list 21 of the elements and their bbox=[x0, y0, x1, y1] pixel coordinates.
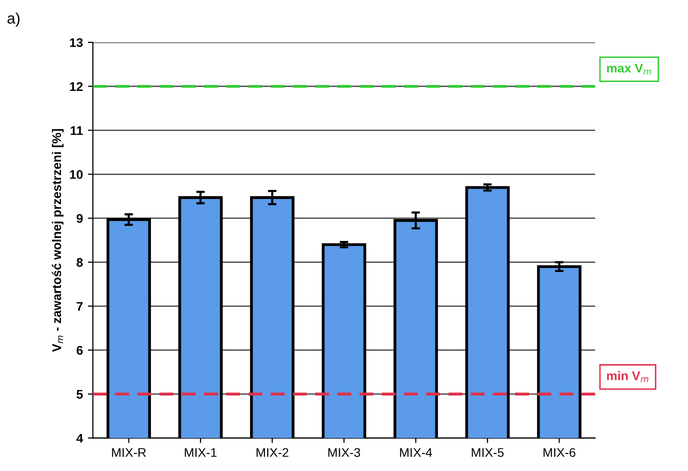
y-tick-label: 8 bbox=[76, 258, 83, 267]
y-axis-title: V$_{m}$ - zawartość wolnej przestrzeni [%] bbox=[52, 129, 64, 352]
x-tick-label: MIX-2 bbox=[256, 448, 288, 457]
x-tick-label: MIX-6 bbox=[544, 448, 576, 457]
y-tick-label: 10 bbox=[70, 170, 83, 179]
ref-line-label: min V$_{m}$ bbox=[607, 371, 648, 382]
x-tick-label: MIX-3 bbox=[328, 448, 360, 457]
y-tick-label: 6 bbox=[76, 346, 83, 355]
x-tick-label: MIX-4 bbox=[400, 448, 432, 457]
y-tick-label: 13 bbox=[70, 38, 83, 48]
y-tick-label: 12 bbox=[70, 82, 83, 91]
x-tick-label: MIX-R bbox=[112, 448, 146, 457]
y-tick-label: 5 bbox=[76, 390, 83, 399]
x-tick-label: MIX-1 bbox=[184, 448, 217, 457]
x-tick-label: MIX-5 bbox=[472, 448, 504, 457]
y-tick-label: 7 bbox=[76, 302, 83, 311]
ref-line-label: max V$_{m}$ bbox=[607, 64, 652, 74]
y-tick-label: 9 bbox=[76, 214, 83, 223]
y-tick-label: 4 bbox=[76, 434, 84, 443]
chart-title: a) bbox=[8, 12, 20, 27]
y-tick-label: 11 bbox=[70, 126, 83, 135]
